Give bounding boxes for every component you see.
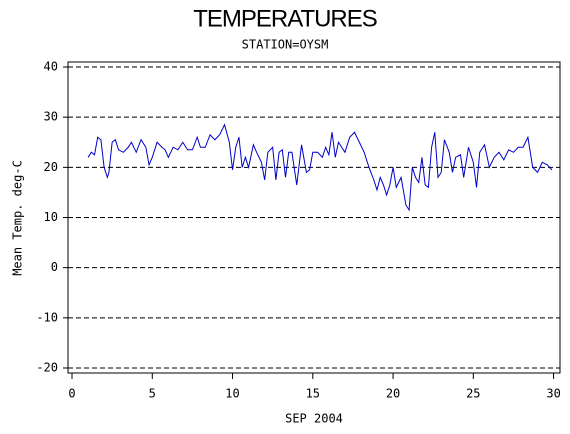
x-tick-label: 5 [149,387,156,401]
x-tick-label: 25 [466,387,480,401]
chart-subtitle: STATION=OYSM [242,38,329,52]
x-tick-label: 0 [68,387,75,401]
y-tick-label: -20 [36,360,58,374]
x-tick-label: 10 [225,387,239,401]
y-tick-label: 10 [44,210,58,224]
y-tick-label: 30 [44,110,58,124]
y-axis-label: Mean Temp. deg-C [11,160,25,276]
x-tick-label: 20 [386,387,400,401]
y-tick-label: 40 [44,60,58,74]
chart-title: TEMPERATURES [193,5,377,32]
x-tick-label: 30 [546,387,560,401]
y-tick-label: 0 [51,260,58,274]
y-tick-label: 20 [44,160,58,174]
y-tick-label: -10 [36,310,58,324]
data-line [87,123,553,212]
x-axis-label: SEP 2004 [285,412,343,426]
x-tick-label: 15 [306,387,320,401]
